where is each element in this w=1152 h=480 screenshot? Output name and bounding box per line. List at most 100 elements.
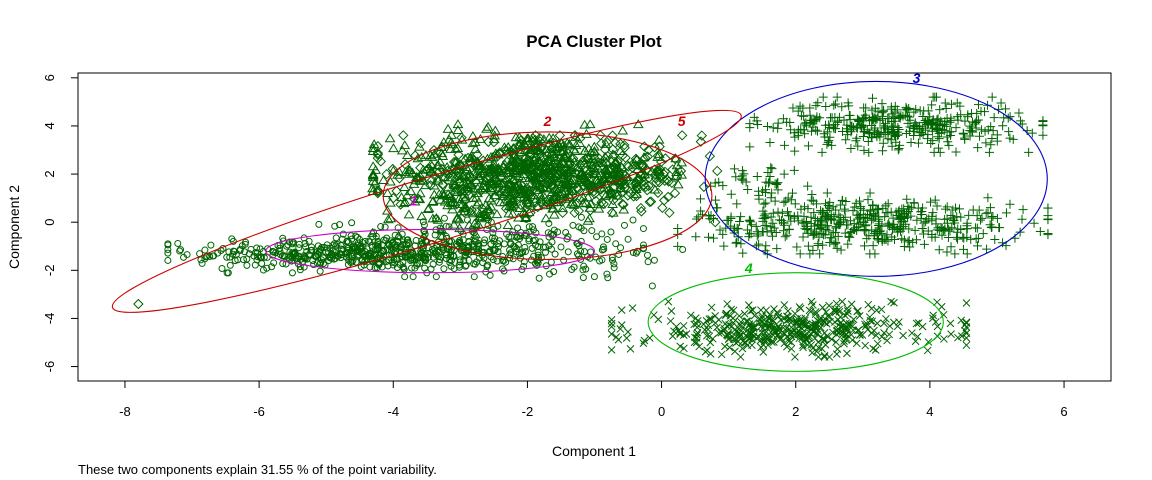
cluster-4-point: [913, 332, 922, 341]
cluster-1-point: [531, 259, 539, 267]
cluster-5-point: [628, 158, 639, 169]
cluster-1-point: [470, 248, 478, 256]
cluster-1-point: [530, 226, 538, 234]
cluster-4-point: [723, 300, 732, 308]
cluster-1-point: [429, 260, 437, 268]
cluster-5-point: [534, 164, 545, 176]
cluster-2-point: [607, 199, 619, 209]
cluster-4-point: [776, 335, 784, 344]
cluster-1-point: [366, 238, 374, 246]
cluster-3-point: [912, 215, 922, 225]
cluster-2-point: [653, 148, 665, 158]
cluster-3-point: [984, 147, 994, 157]
cluster-4-point: [787, 344, 796, 353]
cluster-3-point: [768, 208, 778, 218]
cluster-5-point: [696, 130, 708, 141]
cluster-3-point: [884, 218, 894, 228]
cluster-1-point: [607, 228, 615, 236]
cluster-1-point: [164, 241, 172, 249]
cluster-3-point: [788, 103, 798, 113]
cluster-2-point: [548, 191, 560, 201]
cluster-3-point: [815, 216, 825, 226]
cluster-5-point: [394, 173, 405, 184]
cluster-3-point: [832, 92, 842, 102]
cluster-1-point: [300, 252, 308, 260]
cluster-1-point: [456, 240, 464, 248]
cluster-3-point: [905, 115, 915, 125]
cluster-3-point: [935, 105, 945, 115]
cluster-4-point: [717, 350, 726, 359]
cluster-3-point: [917, 223, 927, 233]
cluster-3-point: [910, 225, 920, 235]
cluster-5-point: [695, 136, 707, 147]
cluster-3-point: [736, 212, 746, 222]
cluster-4-point: [911, 337, 920, 346]
cluster-3-point: [987, 134, 997, 144]
chart-title: PCA Cluster Plot: [526, 32, 662, 51]
cluster-1-point: [446, 259, 454, 267]
cluster-3-point: [799, 119, 809, 129]
cluster-3-point: [942, 132, 952, 142]
cluster-5-point: [533, 188, 544, 199]
cluster-2-point: [382, 188, 393, 198]
cluster-5-point: [547, 142, 558, 153]
cluster-4-point: [702, 316, 711, 325]
cluster-3-point: [861, 221, 871, 231]
cluster-4-point: [861, 341, 870, 350]
cluster-4-point: [721, 319, 730, 328]
cluster-1-point: [440, 214, 448, 222]
cluster-3-point: [1018, 205, 1028, 215]
cluster-5-point: [623, 161, 634, 172]
cluster-3-point: [770, 179, 780, 189]
cluster-5-point: [599, 173, 610, 184]
cluster-1-point: [513, 245, 521, 253]
cluster-2-point: [435, 194, 446, 204]
cluster-3-point: [783, 211, 793, 221]
cluster-5-point: [652, 150, 664, 162]
cluster-3-point: [937, 124, 947, 134]
cluster-3-point: [835, 200, 845, 210]
cluster-5-point: [596, 178, 607, 189]
cluster-5-point: [425, 180, 436, 191]
cluster-3-point: [843, 239, 853, 249]
x-tick-label: -8: [119, 404, 131, 419]
cluster-4-point: [918, 322, 927, 331]
cluster-1-point: [337, 245, 345, 253]
cluster-1-point: [487, 240, 495, 248]
cluster-1-point: [381, 223, 389, 231]
cluster-4-point: [789, 324, 797, 333]
cluster-5-point: [535, 148, 546, 159]
cluster-1-point: [419, 254, 427, 262]
cluster-4-point: [764, 314, 773, 323]
cluster-4-point: [814, 338, 823, 346]
cluster-5-point: [592, 159, 604, 171]
cluster-5-point: [489, 168, 500, 180]
cluster-4-point: [763, 335, 772, 343]
cluster-label-layer: 1 2 3 4 5: [409, 70, 920, 276]
cluster-3-point: [790, 199, 800, 209]
cluster-3-point: [705, 214, 715, 224]
cluster-1-point: [439, 243, 447, 251]
cluster-5-point: [598, 198, 609, 210]
cluster-3-point: [968, 205, 978, 215]
cluster-3-point: [809, 208, 819, 218]
cluster-3-point: [909, 131, 919, 141]
cluster-5-point: [525, 169, 536, 181]
cluster-1-point: [600, 245, 608, 253]
cluster-2-point: [510, 132, 522, 142]
cluster-5-point: [572, 198, 583, 209]
cluster-3-point: [780, 232, 790, 242]
cluster-3-point: [745, 217, 755, 227]
cluster-3-point: [789, 128, 799, 138]
y-tick-label: 2: [42, 170, 57, 177]
cluster-3-point: [736, 239, 746, 249]
cluster-4-point: [820, 336, 829, 345]
cluster-3-point: [1043, 203, 1053, 213]
cluster-4-point: [890, 298, 898, 307]
cluster-1-point: [198, 259, 206, 267]
cluster-4-point: [668, 332, 677, 340]
cluster-3-point: [800, 129, 810, 139]
cluster-2-point: [381, 205, 393, 215]
cluster-3-point: [731, 238, 741, 248]
cluster-4-point: [880, 328, 888, 337]
